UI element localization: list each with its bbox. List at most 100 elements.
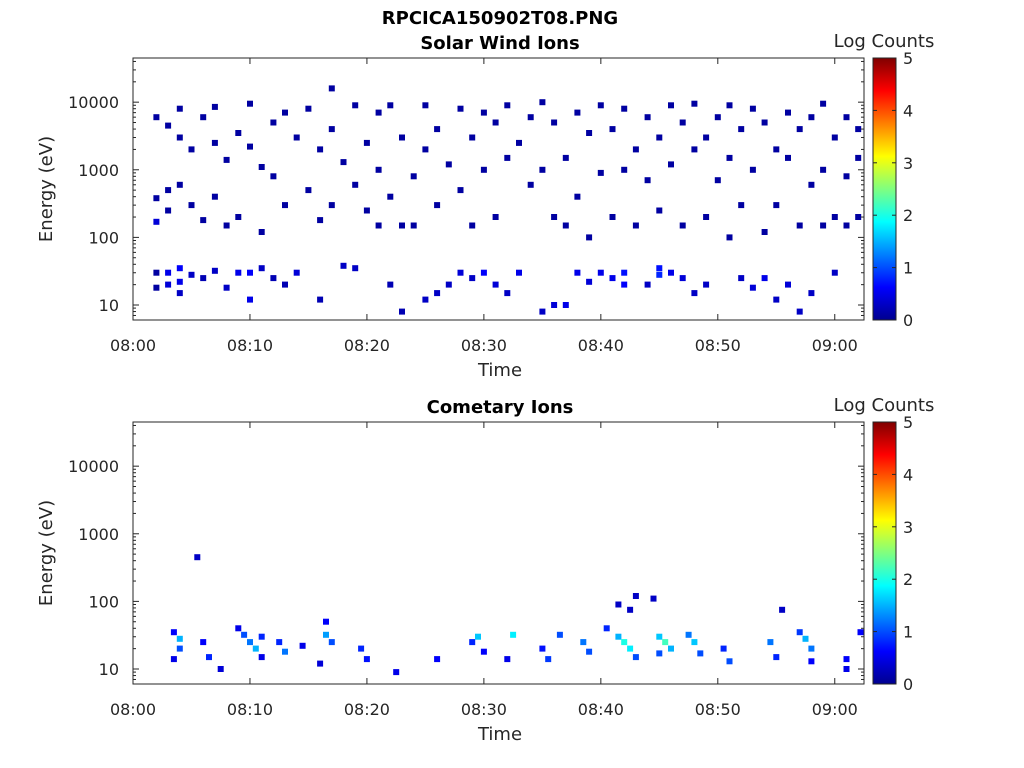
heatmap-cell <box>855 154 862 161</box>
heatmap-cell <box>375 166 382 173</box>
panel-cometary: Cometary Ions 08:00 08:10 08:20 08:30 08:40 0… <box>36 395 934 745</box>
heatmap-cell <box>445 281 452 288</box>
heatmap-cell <box>843 114 850 121</box>
heatmap-cell <box>749 105 756 112</box>
heatmap-cell <box>282 648 288 655</box>
heatmap-cell <box>153 114 160 121</box>
heatmap-cell <box>516 269 522 276</box>
heatmap-cell <box>153 269 160 276</box>
heatmap-cell <box>609 275 616 282</box>
colorbar-tick-label: 2 <box>903 206 913 225</box>
heatmap-cell <box>738 202 745 209</box>
x-axis: 08:00 08:10 08:20 08:30 08:40 08:50 09:00 <box>110 58 858 355</box>
heatmap-cell <box>258 265 265 272</box>
heatmap-cell <box>749 284 756 291</box>
heatmap-cell <box>317 217 324 224</box>
heatmap-cell <box>738 126 745 133</box>
heatmap-cell <box>586 278 593 285</box>
heatmap-cell <box>726 102 733 109</box>
heatmap-cell <box>223 222 230 229</box>
heatmap-cell <box>422 296 429 303</box>
y-tick-label: 10 <box>99 296 119 315</box>
heatmap-cell <box>632 222 639 229</box>
heatmap-cell <box>469 222 476 229</box>
heatmap-cell <box>580 639 587 646</box>
heatmap-cell <box>492 119 499 126</box>
heatmap-cell <box>153 284 160 291</box>
heatmap-cell <box>597 269 604 276</box>
heatmap-cell <box>399 308 405 315</box>
heatmap-cell <box>516 139 522 146</box>
heatmap-cell <box>855 126 862 133</box>
heatmap-cell <box>422 102 429 109</box>
heatmap-cell <box>504 290 511 297</box>
heatmap-cell <box>211 139 218 146</box>
heatmap-cell <box>808 181 815 188</box>
heatmap-cell <box>328 126 335 133</box>
plot-area <box>132 57 865 321</box>
heatmap-cell <box>165 207 172 214</box>
heatmap-cell <box>679 119 686 126</box>
colorbar-label: Log Counts <box>834 31 935 52</box>
heatmap-cell <box>539 166 546 173</box>
heatmap-cell <box>293 269 300 276</box>
heatmap-cell <box>270 173 277 180</box>
y-axis: 10 100 1000 10000 <box>68 60 864 321</box>
heatmap-cell <box>779 606 786 613</box>
colorbar <box>872 57 897 321</box>
heatmap-cell <box>176 290 183 297</box>
heatmap-cell <box>457 269 464 276</box>
heatmap-cell <box>539 308 546 315</box>
heatmap-cell <box>270 275 277 282</box>
heatmap-cell <box>726 154 733 161</box>
heatmap-cell <box>328 639 335 646</box>
x-tick-label: 08:10 <box>227 336 273 355</box>
heatmap-cell <box>340 159 347 166</box>
heatmap-cell <box>855 214 862 220</box>
colorbar-ticks: 0 1 2 3 4 5 <box>873 413 913 694</box>
heatmap-cell <box>726 658 733 665</box>
y-axis-label: Energy (eV) <box>36 136 57 242</box>
heatmap-cell <box>176 181 183 188</box>
heatmap-cell <box>206 654 212 661</box>
heatmap-cell <box>831 134 838 141</box>
heatmap-cell <box>656 650 663 657</box>
heatmap-cell <box>621 281 628 288</box>
x-tick-label: 08:00 <box>110 700 156 719</box>
heatmap-cell <box>235 269 242 276</box>
heatmap-cell <box>574 269 581 276</box>
x-axis-label: Time <box>477 360 522 381</box>
heatmap-cell <box>656 271 663 278</box>
heatmap-cell <box>170 629 177 636</box>
heatmap-cell <box>551 119 558 126</box>
heatmap-cell <box>668 269 674 276</box>
heatmap-cell <box>539 99 546 106</box>
heatmap-cell <box>714 114 721 121</box>
heatmap-cell <box>422 146 429 153</box>
x-tick-label: 09:00 <box>812 700 858 719</box>
plot-area <box>132 421 865 685</box>
heatmap-cell <box>200 639 207 646</box>
colorbar <box>872 421 897 685</box>
colorbar-tick-label: 4 <box>903 465 913 484</box>
colorbar-tick-label: 5 <box>903 413 913 432</box>
heatmap-cell <box>656 633 663 640</box>
colorbar-tick-label: 1 <box>903 259 913 278</box>
heatmap-cell <box>556 631 563 638</box>
heatmap-cell <box>293 134 300 141</box>
colorbar-tick-label: 0 <box>903 311 913 330</box>
heatmap-cell <box>691 290 698 297</box>
heatmap-cell <box>761 229 768 235</box>
heatmap-cell <box>270 119 277 126</box>
heatmap-cell <box>235 130 242 136</box>
heatmap-cell <box>317 146 324 153</box>
heatmap-cell <box>679 275 686 282</box>
heatmap-cell <box>820 166 827 173</box>
heatmap-cell <box>276 639 283 646</box>
heatmap-cell <box>691 146 698 153</box>
heatmap-cell <box>808 290 815 297</box>
heatmap-cell <box>399 134 405 141</box>
heatmap-cell <box>200 275 207 282</box>
heatmap-cell <box>434 126 441 133</box>
heatmap-cell <box>434 290 441 297</box>
